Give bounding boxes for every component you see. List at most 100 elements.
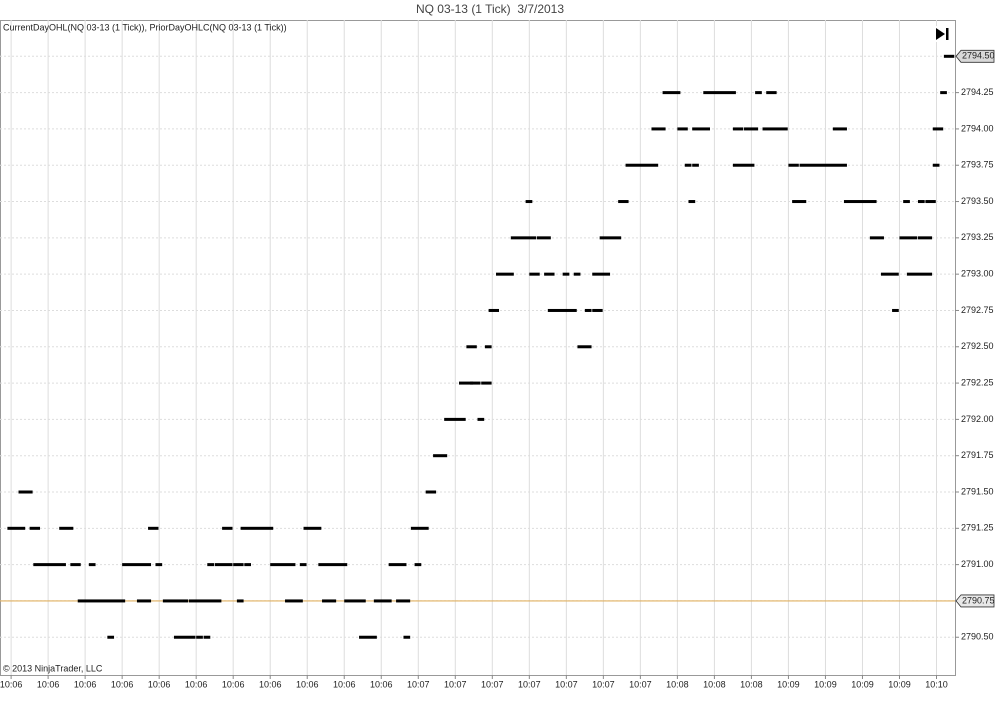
tick-dash [917,200,925,204]
tick-dash [899,236,918,240]
tick-dash [433,454,448,458]
tick-dash [233,563,244,567]
tick-dash [458,381,474,385]
tick-dash [692,127,710,131]
tick-dash [122,563,152,567]
y-tick-label: 2793.25 [961,232,994,242]
tick-dash [470,381,481,385]
x-tick-label: 10:08 [740,679,763,689]
chart-title: NQ 03-13 (1 Tick) 3/7/2013 [416,2,564,16]
y-tick-label: 2793.00 [961,269,994,279]
tick-dash [584,308,592,312]
tick-dash [677,127,688,131]
tick-dash [599,236,622,240]
x-tick-label: 10:07 [518,679,541,689]
tick-dash [270,563,296,567]
tick-dash [536,236,551,240]
tick-dash [943,54,955,58]
tick-dash [484,345,492,349]
x-tick-label: 10:09 [814,679,837,689]
x-tick-label: 10:06 [185,679,208,689]
y-tick-label: 2791.75 [961,450,994,460]
x-tick-label: 10:06 [259,679,282,689]
tick-dash [547,308,577,312]
x-tick-label: 10:06 [74,679,97,689]
tick-dash [892,308,899,312]
tick-dash [136,599,152,603]
tick-dash [788,163,799,167]
tick-dash [880,272,899,276]
tick-dash [373,599,392,603]
tick-dash [932,163,940,167]
tick-dash [33,563,66,567]
plot-area [0,20,955,675]
tick-dash [396,599,411,603]
tick-dash [755,91,762,95]
tick-dash [240,526,274,530]
tick-dash [799,163,847,167]
tick-dash [214,563,233,567]
tick-dash [925,200,936,204]
tick-dash [318,563,348,567]
tick-dash [562,272,570,276]
tick-dash [903,200,910,204]
tick-dash [162,599,189,603]
y-tick-label: 2791.00 [961,559,994,569]
tick-dash [299,563,307,567]
tick-dash [766,91,777,95]
tick-dash [388,563,407,567]
tick-dash [29,526,41,530]
y-tick-label: 2792.50 [961,341,994,351]
y-tick-label: 2792.25 [961,377,994,387]
tick-dash [940,91,947,95]
tick-dash [577,345,592,349]
tick-dash [236,599,244,603]
tick-dash [244,563,252,567]
tick-dash [359,635,377,639]
tick-dash [285,599,303,603]
y-tick-label: 2794.25 [961,87,994,97]
x-tick-label: 10:06 [37,679,60,689]
tick-dash [525,200,533,204]
x-tick-label: 10:07 [444,679,467,689]
x-tick-label: 10:06 [370,679,393,689]
tick-dash [188,599,222,603]
prior-day-marker-box [955,594,995,608]
tick-dash [529,272,540,276]
tick-dash [488,308,500,312]
plot-frame [0,20,956,676]
tick-dash [77,599,126,603]
y-tick-label: 2794.00 [961,123,994,133]
tick-dash [906,272,933,276]
tick-dash [625,163,659,167]
tick-dash [832,127,847,131]
x-tick-label: 10:08 [703,679,726,689]
tick-dash [173,635,196,639]
tick-dash [477,417,485,421]
x-tick-label: 10:07 [629,679,652,689]
tick-dash [732,163,755,167]
y-tick-label: 2792.00 [961,414,994,424]
scroll-end-button[interactable] [932,26,952,42]
x-tick-label: 10:07 [592,679,615,689]
y-tick-label: 2793.75 [961,160,994,170]
tick-dash [496,272,514,276]
x-tick-label: 10:07 [407,679,430,689]
tick-dash [88,563,96,567]
x-tick-label: 10:07 [481,679,504,689]
x-tick-label: 10:09 [851,679,874,689]
tick-dash [207,563,214,567]
tick-dash [203,635,211,639]
x-tick-label: 10:09 [888,679,911,689]
tick-dash [762,127,788,131]
tick-dash [703,91,736,95]
x-tick-label: 10:10 [925,679,948,689]
tick-dash [466,345,477,349]
tick-dash [917,236,933,240]
copyright: © 2013 NinjaTrader, LLC [3,663,103,673]
tick-dash [148,526,159,530]
play-icon [936,28,945,40]
tick-dash [688,200,696,204]
